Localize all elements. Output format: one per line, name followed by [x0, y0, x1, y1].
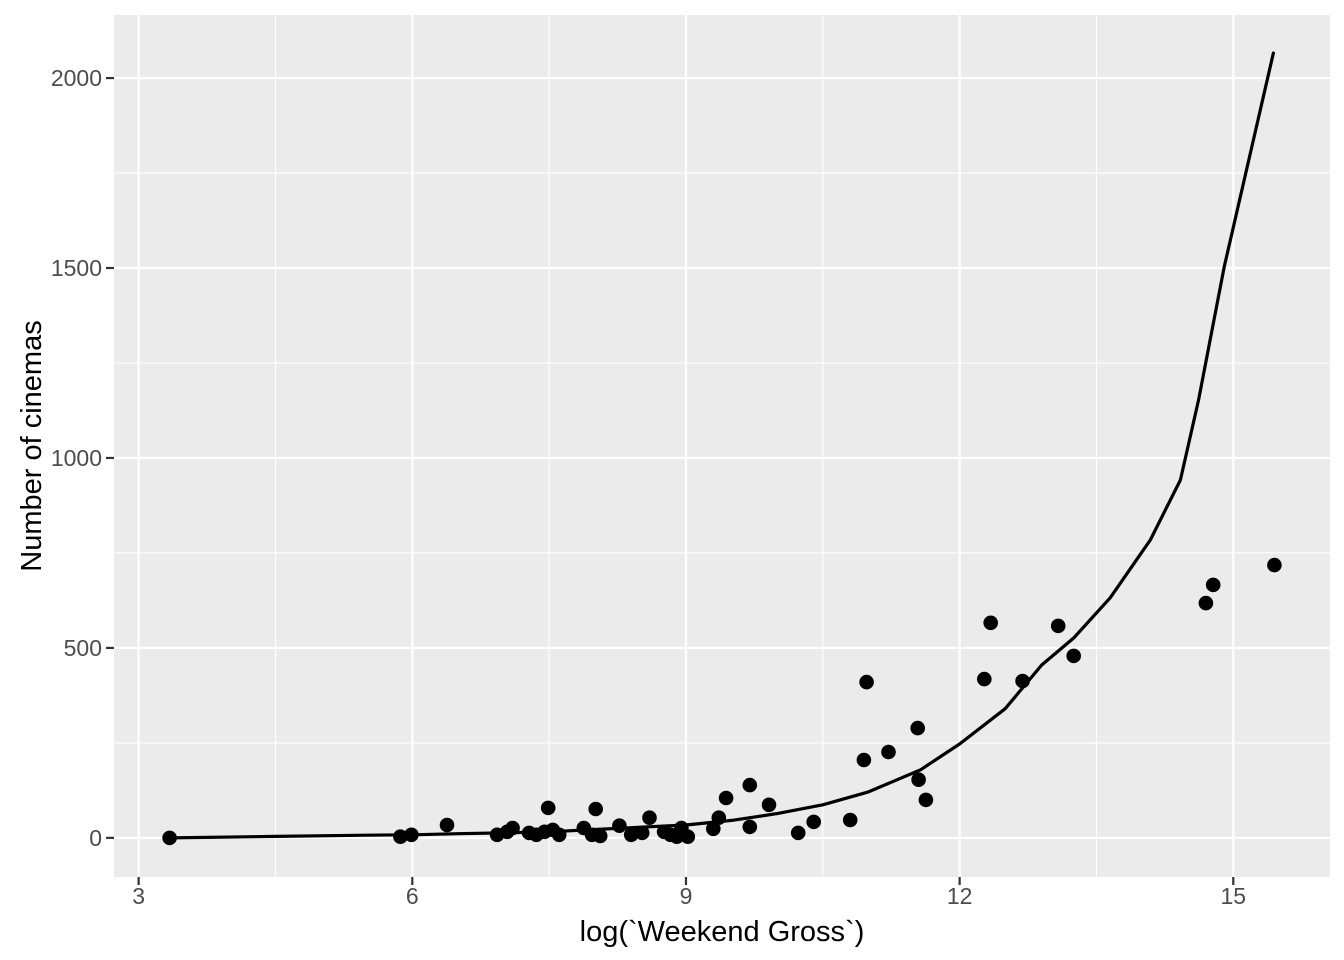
data-point — [806, 814, 821, 830]
x-tick-label: 12 — [947, 883, 973, 909]
data-point — [588, 801, 603, 817]
data-point — [742, 819, 758, 835]
data-point — [1267, 557, 1282, 573]
data-point — [439, 817, 455, 833]
y-tick-label: 2000 — [51, 65, 102, 91]
y-tick-label: 0 — [89, 825, 102, 851]
data-point — [842, 812, 858, 828]
x-tick-label: 9 — [680, 883, 693, 909]
x-tick-label: 15 — [1221, 883, 1247, 909]
data-point — [634, 825, 650, 841]
data-point — [790, 825, 806, 841]
data-point — [393, 829, 408, 844]
data-point — [404, 827, 419, 843]
data-point — [1066, 648, 1081, 664]
data-point — [680, 829, 696, 844]
y-axis-title: Number of cinemas — [16, 320, 48, 571]
data-point — [711, 810, 727, 825]
data-point — [1050, 618, 1066, 634]
data-point — [881, 744, 896, 760]
y-tick-label: 500 — [64, 635, 102, 661]
data-point — [718, 790, 734, 806]
data-point — [505, 820, 520, 836]
smooth-line — [168, 51, 1276, 840]
data-point — [761, 797, 777, 813]
x-tick-label: 6 — [406, 883, 419, 909]
y-tick-label: 1000 — [51, 445, 102, 471]
data-point — [918, 792, 934, 808]
data-point — [742, 777, 758, 793]
panel-background — [114, 15, 1330, 877]
data-point — [612, 818, 627, 833]
data-point — [1198, 595, 1214, 611]
data-point — [162, 830, 177, 846]
y-tick-label: 1500 — [51, 255, 102, 281]
data-point — [592, 828, 608, 844]
x-tick-labels: 3 6 9 12 15 — [132, 883, 1246, 909]
data-point — [910, 720, 925, 736]
data-point — [911, 772, 926, 787]
major-gridlines — [114, 15, 1330, 877]
data-point — [859, 674, 874, 690]
data-point — [706, 821, 721, 837]
x-tick-label: 3 — [132, 883, 145, 909]
data-point — [856, 752, 872, 768]
data-point — [540, 800, 556, 816]
data-point — [551, 827, 567, 843]
y-tick-labels: 0 500 1000 1500 2000 — [51, 65, 102, 851]
x-axis-title: log(`Weekend Gross`) — [580, 916, 865, 948]
data-point — [983, 615, 998, 631]
minor-gridlines — [114, 15, 1330, 877]
data-point — [977, 671, 992, 687]
data-point — [1015, 673, 1030, 689]
data-point — [642, 810, 657, 825]
data-point — [623, 827, 639, 843]
data-point — [1205, 577, 1221, 593]
axis-tick-marks — [106, 76, 1235, 885]
scatter-points — [162, 557, 1282, 846]
